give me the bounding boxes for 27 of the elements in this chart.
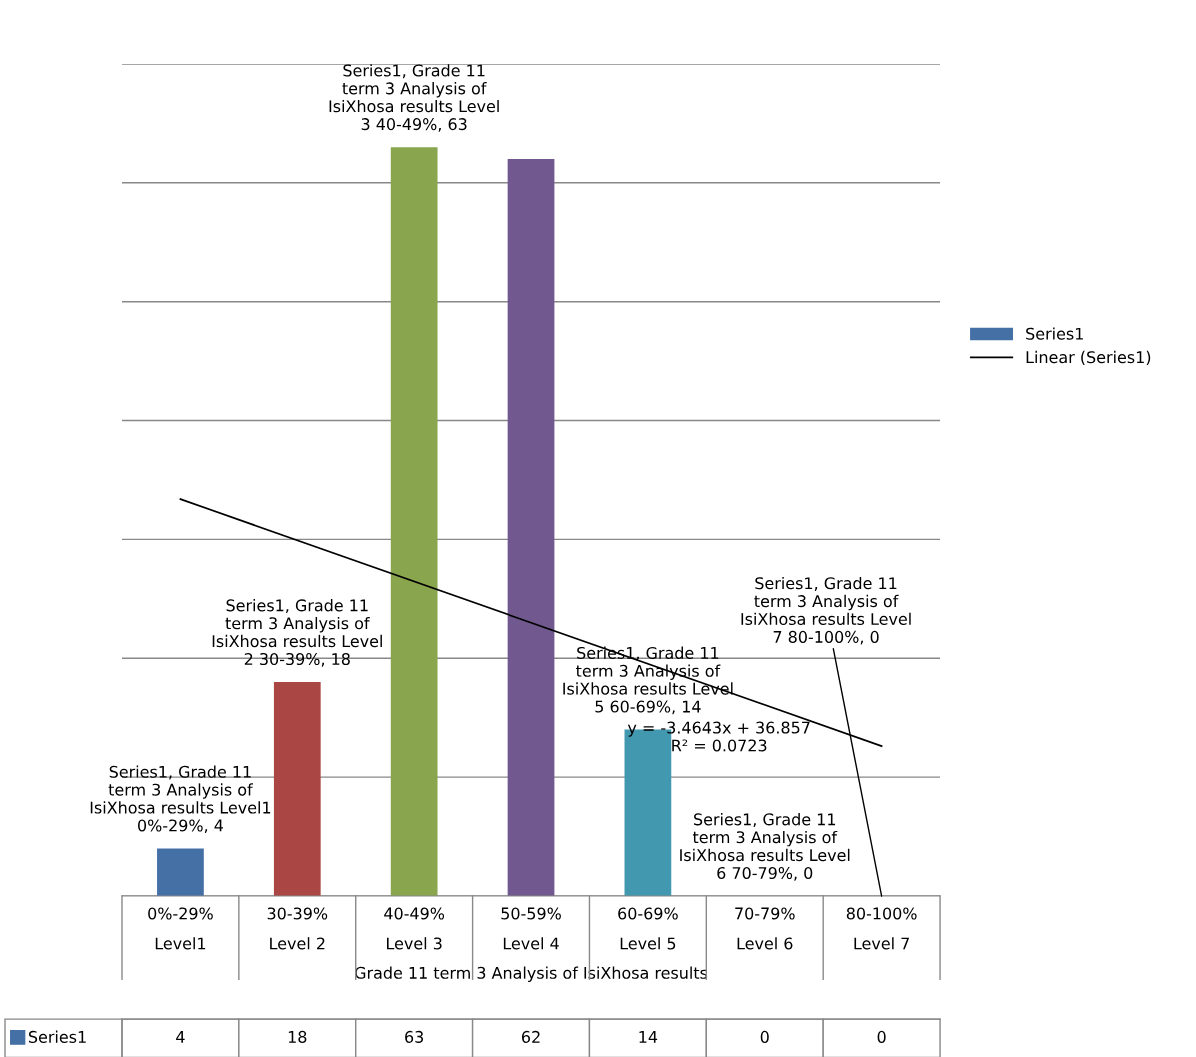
x-tick-label: 0%-29% Level1 [148,907,213,950]
x-tick-label: 60-69% Level 5 [618,907,678,950]
x-tick-label: 40-49% Level 3 [384,907,445,950]
bar [390,147,438,897]
data-label: 0 [877,1030,886,1043]
data-label: 62 [521,1030,540,1043]
data-label: 4 [176,1031,185,1043]
annotation: Series1, Grade 11 term 3 Analysis of IsiXhosa results Level 6 70-79%, 0 [680,813,850,881]
data-label: 63 [405,1030,424,1043]
bar [157,848,204,897]
text: Series1 [1026,327,1083,340]
legend-label: Linear (Series1) [1026,350,1151,366]
x-tick-label: 50-59% Level 4 [501,907,561,950]
annotation: Series1, Grade 11 term 3 Analysis of IsiXhosa results Level 7 80-100%, 0 [741,576,911,645]
annotation: Series1, Grade 11 term 3 Analysis of IsiXhosa results Level 3 40-49%, 63 [329,64,499,132]
annotation: Series1, Grade 11 term 3 Analysis of IsiXhosa results Level 2 30-39%, 18 [212,599,382,667]
data-label: 0 [760,1030,769,1043]
annotation: Series1, Grade 11 term 3 Analysis of IsiXhosa results Level1 0%-29%, 4 [90,765,271,834]
x-tick-label: 30-39% Level 2 [267,907,328,950]
bar [507,159,555,897]
x-tick-label: 80-100% Level 7 [846,907,917,950]
legend-label: Series1 [28,1030,86,1043]
bar [273,682,321,897]
data-label: 18 [288,1030,307,1043]
x-tick-label: 70-79% Level 6 [735,907,795,950]
x-axis-title: Grade 11 term 3 Analysis of IsiXhosa results [355,966,708,982]
data-label: 14 [639,1031,658,1043]
